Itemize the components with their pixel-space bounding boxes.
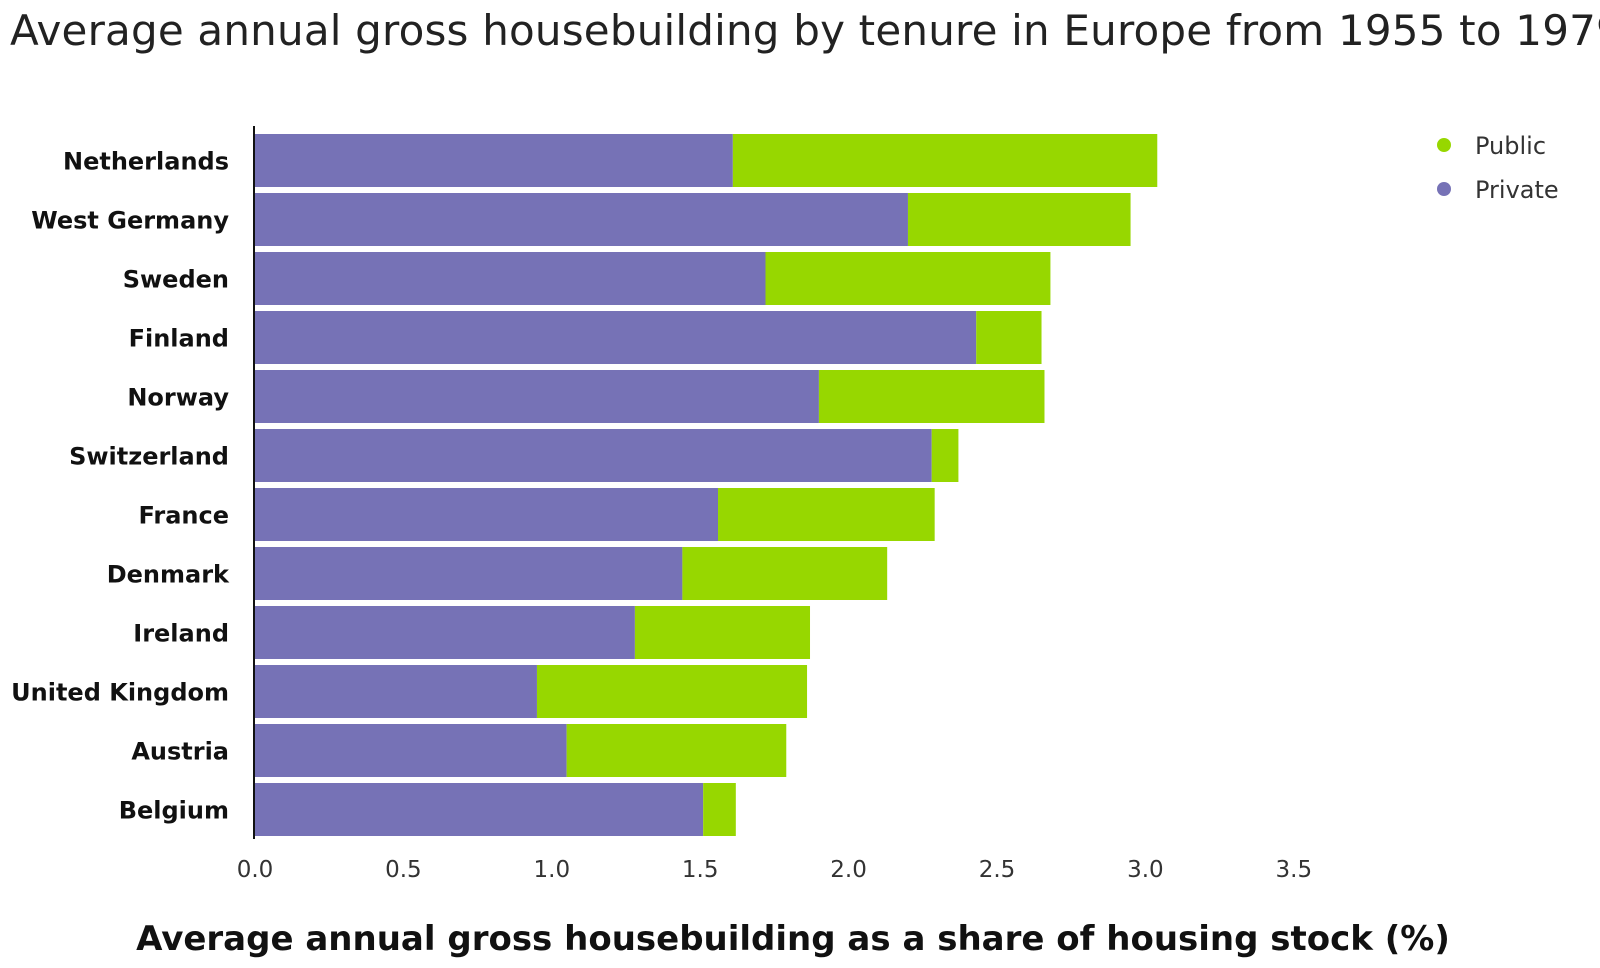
bar-belgium-private: [255, 783, 704, 836]
category-label-ireland: Ireland: [133, 620, 229, 648]
bar-belgium-public: [703, 783, 736, 836]
chart-title: Average annual gross housebuilding by te…: [10, 6, 1600, 55]
category-label-norway: Norway: [127, 384, 229, 412]
bar-austria-private: [255, 724, 567, 777]
bar-united-kingdom-public: [536, 665, 808, 718]
x-tick-label: 2.5: [979, 857, 1016, 883]
x-tick-label: 1.5: [682, 857, 719, 883]
bar-switzerland-public: [931, 429, 959, 482]
category-label-finland: Finland: [129, 325, 229, 353]
bar-ireland-public: [634, 606, 811, 659]
x-tick-label: 0.5: [385, 857, 422, 883]
category-label-france: France: [139, 502, 229, 530]
x-tick-label: 0.0: [237, 857, 274, 883]
bar-norway-private: [255, 370, 819, 423]
bar-switzerland-private: [255, 429, 932, 482]
legend-marker-public: [1437, 138, 1451, 152]
x-tick-label: 3.0: [1127, 857, 1164, 883]
category-label-west-germany: West Germany: [31, 207, 229, 235]
x-tick-label: 3.5: [1276, 857, 1313, 883]
category-labels: Netherlands West Germany Sweden Finland Norw…: [11, 148, 230, 825]
x-axis-ticks: 0.0 0.5 1.0 1.5 2.0 2.5 3.0 3.5: [237, 857, 1312, 883]
category-label-denmark: Denmark: [107, 561, 230, 589]
x-tick-label: 1.0: [534, 857, 571, 883]
bar-netherlands-private: [255, 134, 733, 187]
bar-france-public: [718, 488, 935, 541]
bar-austria-public: [566, 724, 787, 777]
bar-finland-private: [255, 311, 977, 364]
category-label-netherlands: Netherlands: [63, 148, 229, 176]
category-label-switzerland: Switzerland: [69, 443, 229, 471]
bar-denmark-private: [255, 547, 683, 600]
bar-ireland-private: [255, 606, 635, 659]
category-label-sweden: Sweden: [123, 266, 229, 294]
x-axis-label: Average annual gross housebuilding as a …: [136, 919, 1450, 959]
bar-finland-public: [976, 311, 1042, 364]
category-label-belgium: Belgium: [119, 797, 229, 825]
bar-denmark-public: [682, 547, 888, 600]
legend: Public Private: [1437, 132, 1559, 204]
bar-france-private: [255, 488, 719, 541]
bars-group: [255, 134, 1158, 836]
bar-west-germany-public: [907, 193, 1131, 246]
category-label-austria: Austria: [131, 738, 229, 766]
legend-marker-private: [1437, 182, 1451, 196]
bar-norway-public: [818, 370, 1045, 423]
category-label-united-kingdom: United Kingdom: [11, 679, 229, 707]
x-tick-label: 2.0: [830, 857, 867, 883]
bar-west-germany-private: [255, 193, 908, 246]
bar-sweden-public: [765, 252, 1051, 305]
legend-label-public: Public: [1475, 132, 1546, 160]
bar-united-kingdom-private: [255, 665, 537, 718]
bar-sweden-private: [255, 252, 766, 305]
legend-label-private: Private: [1475, 176, 1559, 204]
bar-netherlands-public: [732, 134, 1158, 187]
